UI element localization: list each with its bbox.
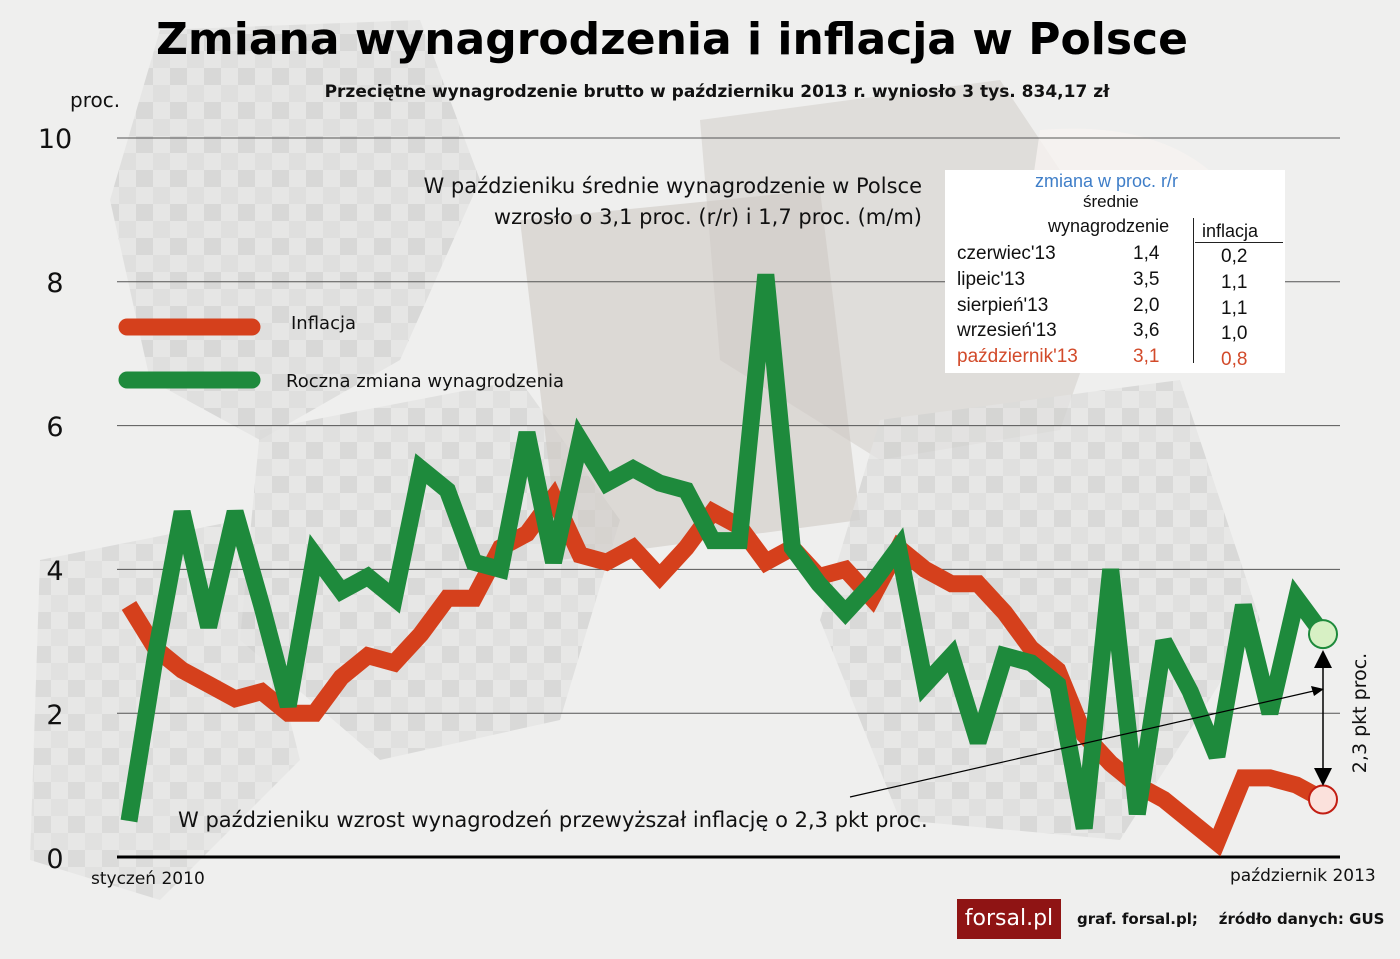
- annotation-pointer-head: [1311, 686, 1324, 696]
- salary-series-line: [120, 273, 1330, 830]
- y-tick-label: 4: [46, 556, 64, 587]
- x-end-label: październik 2013: [1230, 866, 1376, 886]
- x-start-label: styczeń 2010: [91, 869, 205, 889]
- data-table: zmiana w proc. r/r średnie wynagrodzenie…: [945, 170, 1285, 373]
- table-cell-inflation: 1,1: [1221, 272, 1248, 293]
- y-tick-label: 2: [46, 700, 64, 731]
- table-cell-salary: 3,1: [1133, 346, 1160, 367]
- table-cell-inflation: 1,1: [1221, 298, 1248, 319]
- table-cell-salary: 1,4: [1133, 243, 1160, 264]
- table-col-salary-line2: wynagrodzenie: [1048, 216, 1170, 236]
- table-divider: [1195, 242, 1283, 243]
- table-col-salary-line1: średnie: [1083, 192, 1139, 211]
- y-tick-label: 10: [37, 124, 73, 155]
- table-row: wrzesień'13 3,6 1,0: [945, 320, 1285, 345]
- table-cell-month: październik'13: [957, 346, 1078, 367]
- y-tick-label: 8: [46, 268, 64, 299]
- table-title: zmiana w proc. r/r: [1035, 171, 1179, 191]
- table-cell-inflation: 0,8: [1221, 349, 1248, 370]
- salary-end-marker: [1308, 619, 1338, 650]
- table-cell-salary: 2,0: [1133, 295, 1160, 316]
- table-cell-month: wrzesień'13: [957, 320, 1057, 341]
- y-axis-unit-label: proc.: [70, 88, 121, 112]
- table-cell-salary: 3,6: [1133, 320, 1160, 341]
- legend-label-salary: Roczna zmiana wynagrodzenia: [286, 371, 565, 392]
- table-col-inflation: inflacja: [1202, 221, 1259, 241]
- gap-arrow-head-up: [1314, 650, 1332, 668]
- graphic-credit: graf. forsal.pl;: [1077, 910, 1198, 928]
- legend-label-inflation: Inflacja: [291, 313, 357, 334]
- inflation-series-line: [121, 480, 1328, 857]
- y-tick-label: 6: [46, 412, 64, 443]
- data-source: źródło danych: GUS: [1218, 910, 1385, 928]
- y-tick-label: 0: [46, 844, 64, 875]
- table-row: lipeic'13 3,5 1,1: [945, 269, 1285, 294]
- annotation-top-line2: wzrosło o 3,1 proc. (r/r) i 1,7 proc. (m…: [493, 205, 922, 229]
- annotation-top: W paździeniku średnie wynagrodzenie w Po…: [330, 171, 922, 233]
- gap-arrow-head-down: [1314, 768, 1332, 786]
- table-row: sierpień'13 2,0 1,1: [945, 295, 1285, 320]
- table-cell-month: sierpień'13: [957, 295, 1049, 316]
- source-credit: graf. forsal.pl; źródło danych: GUS: [1077, 910, 1384, 928]
- table-divider: [1193, 218, 1194, 363]
- table-cell-month: czerwiec'13: [957, 243, 1056, 264]
- table-cell-inflation: 0,2: [1221, 246, 1248, 267]
- forsal-logo: forsal.pl: [957, 899, 1061, 939]
- chart-title: Zmiana wynagrodzenia i inflacja w Polsce: [156, 14, 1188, 65]
- annotation-bottom: W paździeniku wzrost wynagrodzeń przewyż…: [178, 808, 928, 832]
- chart-subtitle: Przeciętne wynagrodzenie brutto w paździ…: [324, 82, 1110, 102]
- table-cell-salary: 3,5: [1133, 269, 1160, 290]
- table-row: czerwiec'13 1,4 0,2: [945, 243, 1285, 268]
- table-cell-inflation: 1,0: [1221, 323, 1248, 344]
- annotation-pointer: [849, 689, 1319, 798]
- table-cell-month: lipeic'13: [957, 269, 1026, 290]
- annotation-top-line1: W paździeniku średnie wynagrodzenie w Po…: [423, 174, 922, 198]
- gap-label: 2,3 pkt proc.: [1349, 652, 1371, 774]
- table-row-highlighted: październik'13 3,1 0,8: [945, 346, 1285, 371]
